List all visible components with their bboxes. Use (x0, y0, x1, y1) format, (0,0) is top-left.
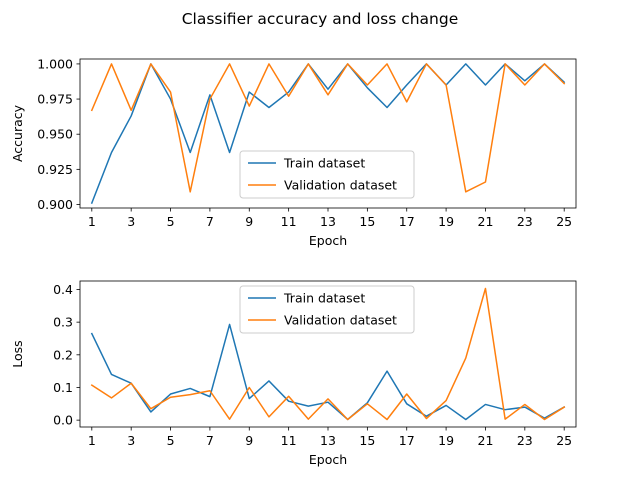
figure-title: Classifier accuracy and loss change (182, 10, 459, 28)
accuracy-y-tick-label: 1.000 (37, 56, 73, 71)
loss-x-tick-label: 25 (556, 433, 572, 448)
accuracy-x-tick-label: 25 (556, 214, 572, 229)
accuracy-x-tick-label: 23 (517, 214, 533, 229)
accuracy-x-tick-label: 9 (245, 214, 253, 229)
accuracy-legend-label-train: Train dataset (283, 156, 365, 171)
loss-x-tick-label: 13 (320, 433, 336, 448)
accuracy-line-validation (90, 63, 566, 193)
accuracy-x-tick-label: 13 (320, 214, 336, 229)
loss-y-tick-label: 0.3 (53, 315, 73, 330)
accuracy-x-tick-label: 11 (281, 214, 297, 229)
accuracy-legend: Train dataset Validation dataset (239, 150, 415, 199)
accuracy-y-tick-label: 0.975 (37, 92, 73, 107)
loss-x-tick-label: 17 (399, 433, 415, 448)
loss-x-tick-label: 3 (127, 433, 135, 448)
loss-x-tick-label: 9 (245, 433, 253, 448)
accuracy-y-tick-label: 0.950 (37, 127, 73, 142)
loss-x-tick-label: 1 (88, 433, 96, 448)
loss-x-tick-label: 21 (478, 433, 494, 448)
loss-x-tick-label: 11 (281, 433, 297, 448)
loss-y-axis-label: Loss (10, 340, 25, 367)
loss-x-tick-label: 5 (167, 433, 175, 448)
accuracy-x-tick-label: 1 (88, 214, 96, 229)
accuracy-chart: 1 3 5 7 9 11 13 15 17 19 21 23 250.9000.9250.9500.97… (10, 56, 577, 248)
accuracy-x-tick-label: 7 (206, 214, 214, 229)
accuracy-x-axis-label: Epoch (309, 233, 347, 248)
loss-x-tick-label: 15 (359, 433, 375, 448)
accuracy-line-train (90, 63, 566, 205)
accuracy-x-tick-label: 17 (399, 214, 415, 229)
accuracy-x-tick-label: 21 (478, 214, 494, 229)
accuracy-x-tick-label: 19 (438, 214, 454, 229)
loss-legend: Train dataset Validation dataset (239, 285, 415, 334)
accuracy-y-tick-label: 0.900 (37, 197, 73, 212)
loss-line-validation (90, 287, 566, 421)
loss-x-tick-label: 19 (438, 433, 454, 448)
accuracy-x-tick-label: 5 (167, 214, 175, 229)
loss-x-tick-label: 7 (206, 433, 214, 448)
loss-y-tick-label: 0.1 (53, 380, 73, 395)
accuracy-y-tick-label: 0.925 (37, 162, 73, 177)
accuracy-x-tick-label: 15 (359, 214, 375, 229)
accuracy-x-tick-label: 3 (127, 214, 135, 229)
accuracy-y-axis-label: Accuracy (10, 104, 25, 162)
loss-y-tick-label: 0.2 (53, 347, 73, 362)
loss-legend-label-train: Train dataset (283, 291, 365, 306)
accuracy-legend-label-validation: Validation dataset (284, 178, 397, 193)
loss-legend-box (239, 285, 415, 334)
loss-y-tick-label: 0.4 (53, 282, 73, 297)
loss-x-tick-label: 23 (517, 433, 533, 448)
loss-line-train (90, 323, 566, 421)
loss-x-axis-label: Epoch (309, 452, 347, 467)
loss-y-tick-label: 0.0 (53, 413, 73, 428)
accuracy-legend-box (239, 150, 415, 199)
loss-chart: 1 3 5 7 9 11 13 15 17 19 21 23 250.00.10.20.30.4Epoc… (10, 280, 577, 467)
loss-legend-label-validation: Validation dataset (284, 313, 397, 328)
